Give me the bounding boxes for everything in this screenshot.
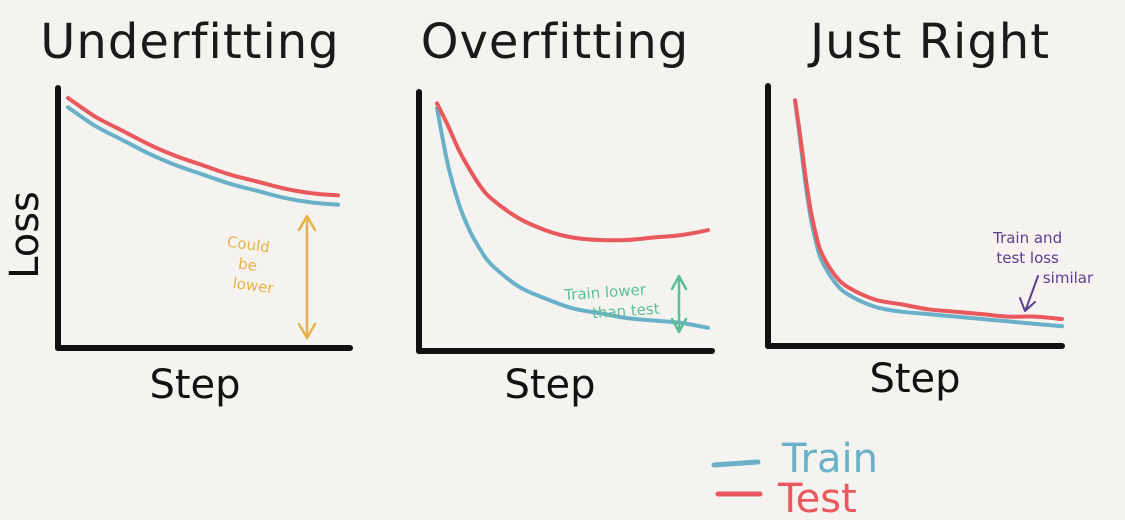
series-line-test <box>435 101 710 243</box>
x-axis-label-underfitting: Step <box>149 362 240 408</box>
annotation-line: be <box>237 254 258 274</box>
series-line-train <box>793 98 1064 329</box>
panel-title-overfitting: Overfitting <box>421 14 690 70</box>
annotation-arrowhead-bottom <box>670 317 688 334</box>
series-line-train <box>435 106 710 330</box>
svg-text:Train lower than test: Train lower than test <box>563 280 661 325</box>
series-line-test <box>793 98 1064 321</box>
panel-overfitting <box>416 89 715 354</box>
annotation-line: test loss <box>996 249 1059 267</box>
series-line-test <box>66 96 340 198</box>
svg-text:Train and test loss: Train and test loss similar <box>992 229 1094 287</box>
legend-train-label: Train <box>781 436 878 482</box>
series-line-train <box>66 105 340 207</box>
legend-train-swatch <box>711 459 761 468</box>
annotation-arrowhead-top <box>297 214 317 232</box>
annotation-line: similar <box>1043 269 1094 287</box>
x-axis-label-overfitting: Step <box>504 362 595 408</box>
annotation-train-test-similar: Train and test loss similar <box>992 229 1094 312</box>
x-axis-label-just-right: Step <box>869 356 960 402</box>
annotation-line: Could <box>226 233 271 257</box>
svg-text:Could be lower: Could be lower <box>220 233 281 298</box>
panel-underfitting <box>55 85 353 351</box>
legend: Train Test <box>711 436 878 520</box>
legend-test-label: Test <box>777 476 857 520</box>
annotation-arrow-shaft <box>1025 275 1039 310</box>
y-axis-label: Loss <box>2 191 48 279</box>
panel-title-underfitting: Underfitting <box>40 14 339 70</box>
annotation-line: Train lower <box>563 280 648 304</box>
annotation-train-lower-than-test: Train lower than test <box>563 274 688 334</box>
panel-just-right <box>765 83 1065 349</box>
annotation-arrowhead-bottom <box>297 322 317 340</box>
panel-title-just-right: Just Right <box>807 14 1050 70</box>
annotation-arrowhead-top <box>670 274 688 291</box>
annotation-line: than test <box>591 300 660 323</box>
annotation-line: lower <box>232 274 276 298</box>
annotation-could-be-lower: Could be lower <box>220 214 317 340</box>
annotation-arrowhead <box>1019 297 1036 312</box>
annotation-line: Train and <box>992 229 1062 247</box>
